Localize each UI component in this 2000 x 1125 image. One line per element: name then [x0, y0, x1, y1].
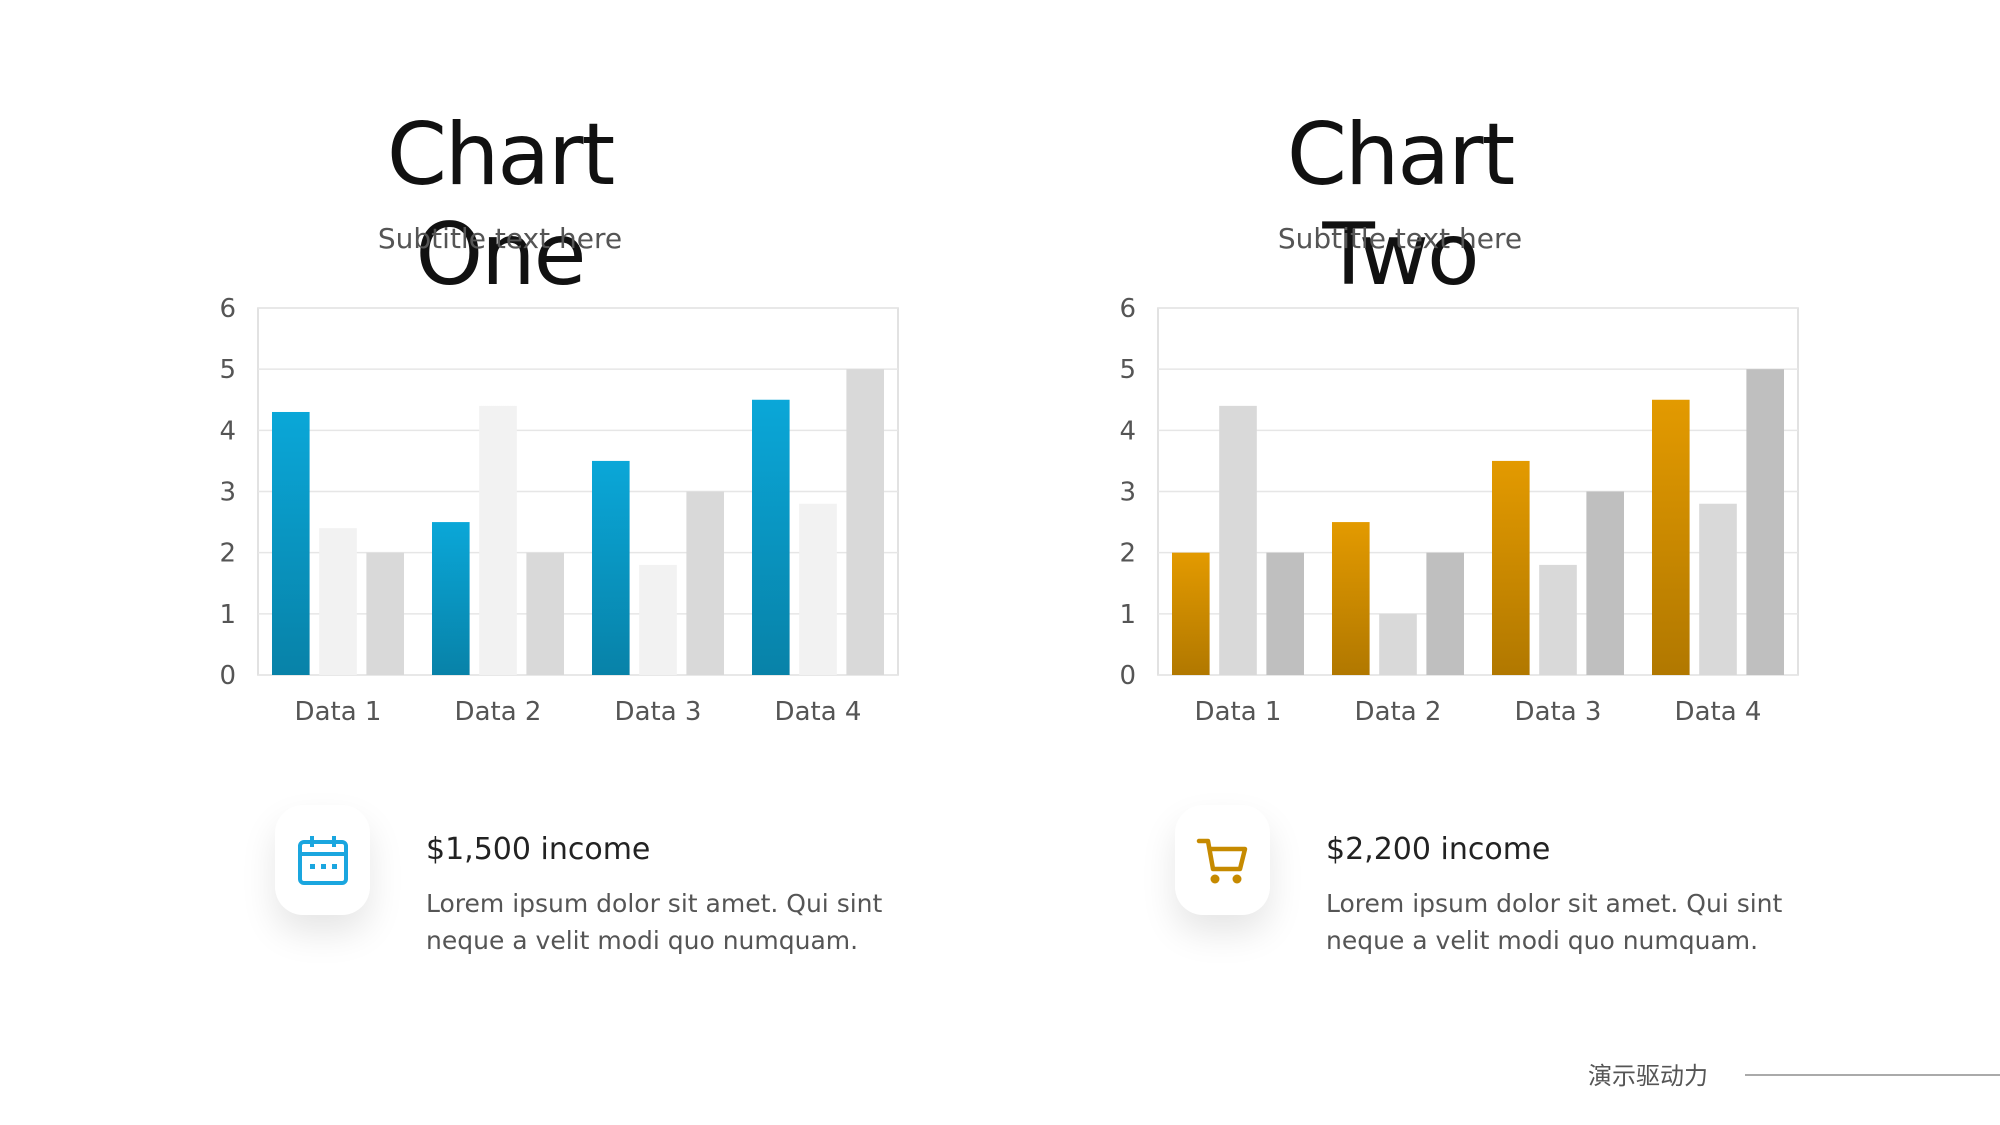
- income-amount: $2,200 income: [1326, 832, 1551, 867]
- bar: [686, 491, 724, 675]
- x-tick-label: Data 2: [1355, 697, 1442, 727]
- chart-panel-two: Chart Two Subtitle text here 0 1 2 3 4 5 6 Data…: [900, 0, 1900, 1125]
- bar: [1172, 552, 1210, 675]
- bar-chart-two: 0 1 2 3 4 5 6 Data 1 Data 2 Data 3 Data 4: [1119, 294, 1799, 727]
- income-description: Lorem ipsum dolor sit amet. Qui sint neq…: [426, 889, 883, 955]
- bar: [1539, 564, 1577, 675]
- y-tick-label: 5: [219, 355, 236, 385]
- chart-subtitle: Subtitle text here: [1277, 222, 1523, 255]
- calendar-icon-card: [275, 805, 370, 915]
- y-tick-label: 6: [1119, 294, 1136, 324]
- footer-divider: [1745, 1074, 2000, 1076]
- income-amount: $1,500 income: [426, 832, 651, 867]
- y-tick-label: 1: [1119, 600, 1136, 630]
- bar: [592, 460, 630, 675]
- bar: [846, 369, 884, 675]
- bar: [479, 405, 517, 675]
- bar: [526, 552, 564, 675]
- bar: [1652, 399, 1690, 675]
- y-tick-label: 1: [219, 600, 236, 630]
- bar-chart-one: 0 1 2 3 4 5 6 Data 1 Data 2 Data 3 Data 4: [219, 294, 899, 727]
- bar: [1699, 503, 1737, 675]
- bar: [1379, 613, 1417, 675]
- y-tick-label: 2: [219, 539, 236, 569]
- income-description: Lorem ipsum dolor sit amet. Qui sint neq…: [1326, 889, 1783, 955]
- bar: [1492, 460, 1530, 675]
- y-tick-label: 6: [219, 294, 236, 324]
- bar: [1332, 522, 1370, 675]
- y-tick-label: 0: [1119, 661, 1136, 691]
- bar: [366, 552, 404, 675]
- bar: [799, 503, 837, 675]
- chart-title: Chart Two: [1286, 105, 1515, 305]
- bar: [1266, 552, 1304, 675]
- y-tick-label: 4: [1119, 416, 1136, 446]
- bar: [752, 399, 790, 675]
- y-tick-label: 3: [1119, 478, 1136, 508]
- y-tick-label: 2: [1119, 539, 1136, 569]
- x-tick-label: Data 1: [295, 697, 382, 727]
- bar: [639, 564, 677, 675]
- x-tick-label: Data 3: [615, 697, 702, 727]
- y-tick-label: 5: [1119, 355, 1136, 385]
- x-tick-label: Data 4: [775, 697, 862, 727]
- y-tick-label: 3: [219, 478, 236, 508]
- x-tick-label: Data 3: [1515, 697, 1602, 727]
- y-tick-label: 0: [219, 661, 236, 691]
- cart-icon-card: [1175, 805, 1270, 915]
- bar: [432, 522, 470, 675]
- y-tick-label: 4: [219, 416, 236, 446]
- chart-panel-one: Chart One Subtitle text here 0 1 2 3 4 5 6 Data…: [219, 105, 899, 955]
- bar: [1586, 491, 1624, 675]
- bar: [1219, 405, 1257, 675]
- calendar-icon: [297, 836, 348, 885]
- chart-subtitle: Subtitle text here: [377, 222, 623, 255]
- chart-title: Chart One: [386, 105, 615, 305]
- bar: [1746, 369, 1784, 675]
- x-tick-label: Data 2: [455, 697, 542, 727]
- bar: [1426, 552, 1464, 675]
- x-tick-label: Data 1: [1195, 697, 1282, 727]
- x-tick-label: Data 4: [1675, 697, 1762, 727]
- shopping-cart-icon: [1196, 838, 1247, 884]
- bar: [272, 411, 310, 675]
- footer-brand: 演示驱动力: [1588, 1062, 1708, 1090]
- bar: [319, 528, 357, 675]
